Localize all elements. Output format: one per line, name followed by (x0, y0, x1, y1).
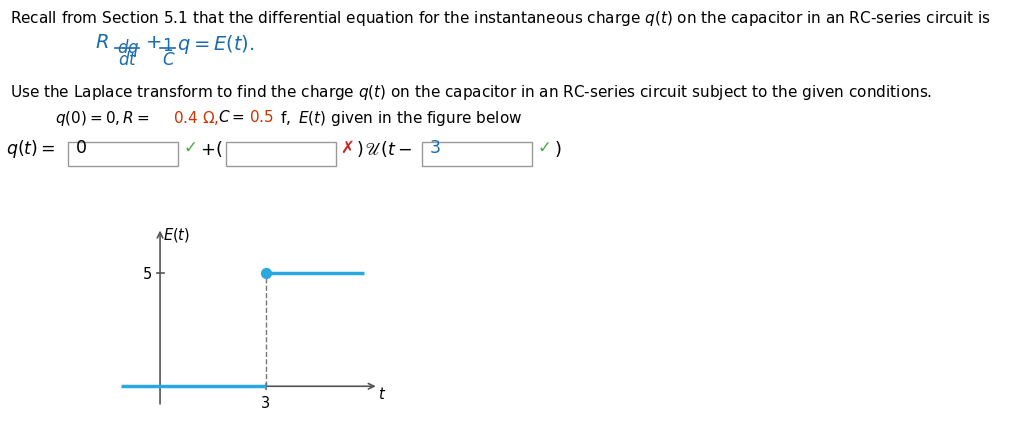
Text: $q = E(t).$: $q = E(t).$ (177, 33, 255, 56)
Text: $C =$: $C =$ (218, 109, 245, 125)
Text: 5: 5 (143, 266, 153, 281)
Bar (68, 143, 178, 167)
Text: $dt$: $dt$ (118, 51, 137, 69)
Text: ✗: ✗ (340, 139, 354, 157)
Text: ✓: ✓ (537, 139, 551, 157)
Text: $)\,\mathscr{U}(t-$: $)\,\mathscr{U}(t-$ (356, 139, 412, 158)
Text: $0.5$: $0.5$ (249, 109, 273, 125)
Point (258, 270, 274, 277)
Text: $\mathrm{f},\ E(t)\ \mathrm{given\ in\ the\ figure\ below}$: $\mathrm{f},\ E(t)\ \mathrm{given\ in\ t… (280, 109, 522, 128)
Text: $+$: $+$ (145, 33, 162, 52)
Text: $q(t) =$: $q(t) =$ (6, 138, 55, 160)
Text: ✓: ✓ (183, 139, 197, 157)
Text: $0$: $0$ (75, 139, 87, 157)
Text: $t$: $t$ (378, 385, 386, 401)
Text: $q(0) = 0, R =$: $q(0) = 0, R =$ (55, 109, 150, 128)
Bar (422, 143, 532, 167)
Text: 3: 3 (261, 395, 270, 410)
Text: $0.4\ \Omega,$: $0.4\ \Omega,$ (173, 109, 219, 127)
Text: $1$: $1$ (162, 37, 173, 55)
Text: $)$: $)$ (554, 139, 561, 158)
Text: $3$: $3$ (429, 139, 440, 157)
Text: $E(t)$: $E(t)$ (163, 226, 189, 244)
Text: $R$: $R$ (95, 33, 109, 52)
Text: $dq$: $dq$ (117, 37, 139, 59)
Text: Use the Laplace transform to find the charge $q(t)$ on the capacitor in an RC-se: Use the Laplace transform to find the ch… (10, 83, 932, 102)
Text: $C$: $C$ (162, 51, 175, 69)
Bar (226, 143, 336, 167)
Text: Recall from Section 5.1 that the differential equation for the instantaneous cha: Recall from Section 5.1 that the differe… (10, 9, 991, 28)
Text: $+($: $+($ (200, 139, 222, 158)
